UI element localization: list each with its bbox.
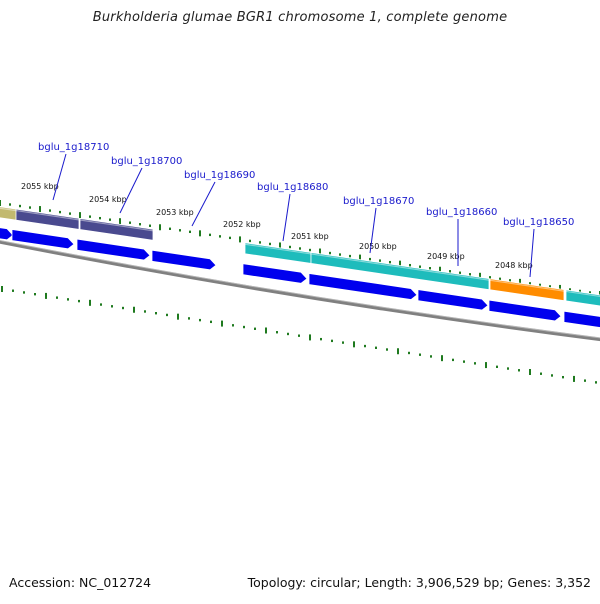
gene-arrow[interactable] bbox=[308, 273, 418, 300]
feature-highlight bbox=[310, 253, 490, 281]
coordinate-ruler: 2055 kbp 2054 kbp 2053 kbp 2052 kbp 2051 kbp… bbox=[21, 182, 533, 270]
gene-label[interactable]: bglu_1g18700 bbox=[111, 156, 182, 167]
gene-leader-line bbox=[52, 153, 67, 201]
ruler-label: 2050 kbp bbox=[359, 242, 397, 251]
gene-arrow[interactable] bbox=[242, 263, 308, 284]
gene-label[interactable]: bglu_1g18710 bbox=[38, 142, 109, 153]
gene-leader-line bbox=[529, 228, 535, 278]
ruler-label: 2054 kbp bbox=[89, 195, 127, 204]
feature-highlight bbox=[15, 209, 80, 221]
feature-block bbox=[310, 251, 490, 291]
gene-arrow[interactable] bbox=[11, 229, 75, 250]
chromosome-backbone bbox=[0, 240, 600, 342]
gene-arrow[interactable] bbox=[417, 289, 489, 311]
ruler-label: 2052 kbp bbox=[223, 220, 261, 229]
gene-labels: bglu_1g18710bglu_1g18700bglu_1g18690bglu… bbox=[38, 142, 574, 278]
gene-arrow[interactable] bbox=[76, 238, 151, 261]
feature-block bbox=[489, 278, 565, 302]
feature-highlight bbox=[79, 219, 154, 232]
gene-label[interactable]: bglu_1g18660 bbox=[426, 207, 497, 218]
gene-label[interactable]: bglu_1g18670 bbox=[343, 196, 414, 207]
feature-highlight bbox=[565, 290, 600, 298]
feature-highlight bbox=[489, 279, 565, 292]
gene-arrow[interactable] bbox=[0, 227, 14, 241]
feature-block bbox=[79, 218, 154, 241]
gene-label[interactable]: bglu_1g18690 bbox=[184, 170, 255, 181]
feature-track bbox=[0, 206, 600, 307]
accession-text: Accession: NC_012724 bbox=[9, 575, 152, 590]
lower-tick-row bbox=[1, 286, 597, 384]
feature-block bbox=[565, 289, 600, 307]
feature-block bbox=[15, 208, 80, 230]
gene-label[interactable]: bglu_1g18680 bbox=[257, 182, 328, 193]
feature-highlight bbox=[244, 243, 312, 255]
topology-text: Topology: circular; Length: 3,906,529 bp… bbox=[247, 575, 591, 590]
gene-arrow-track bbox=[0, 227, 600, 328]
gene-arrow[interactable] bbox=[563, 310, 600, 328]
gene-arrow[interactable] bbox=[151, 249, 217, 271]
feature-highlight bbox=[0, 207, 19, 212]
genome-title: Burkholderia glumae BGR1 chromosome 1, c… bbox=[92, 10, 508, 25]
gene-label[interactable]: bglu_1g18650 bbox=[503, 217, 574, 228]
gene-leader-line bbox=[282, 193, 291, 242]
ruler-label: 2048 kbp bbox=[495, 261, 533, 270]
gene-leader-line bbox=[369, 207, 377, 254]
ruler-label: 2051 kbp bbox=[291, 232, 329, 241]
ruler-label: 2053 kbp bbox=[156, 208, 194, 217]
gene-arrow[interactable] bbox=[488, 299, 562, 322]
ruler-label: 2049 kbp bbox=[427, 252, 465, 261]
gene-leader-line bbox=[119, 167, 143, 214]
gene-leader-line bbox=[191, 181, 216, 227]
ruler-label: 2055 kbp bbox=[21, 182, 59, 191]
